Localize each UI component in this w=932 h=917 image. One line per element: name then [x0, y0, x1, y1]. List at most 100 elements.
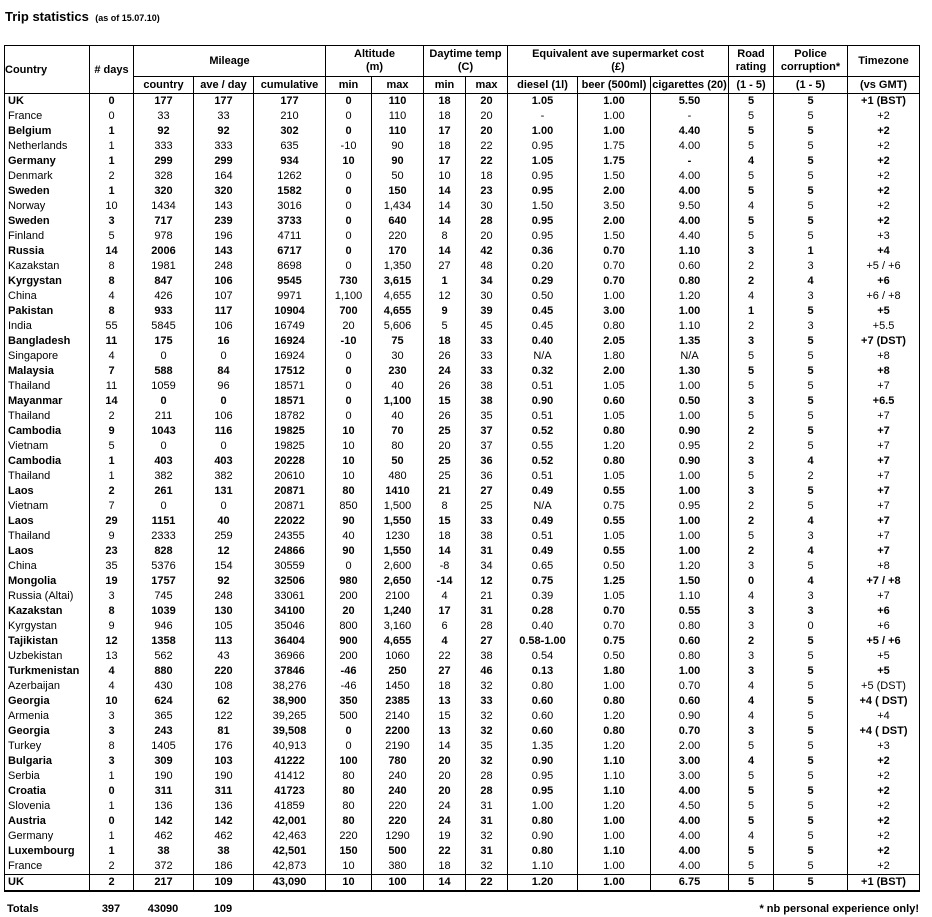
table-cell: 39,265: [253, 709, 326, 724]
table-cell: 2006: [133, 244, 194, 259]
table-cell: 11: [89, 334, 134, 349]
table-cell: 211: [133, 409, 194, 424]
table-cell: 9: [89, 424, 134, 439]
table-cell: 32: [465, 724, 508, 739]
table-cell: 3: [728, 664, 774, 679]
table-cell: 0.95: [507, 139, 578, 154]
table-cell: 1: [89, 124, 134, 139]
table-cell: 9971: [253, 289, 326, 304]
table-cell: 5: [773, 379, 848, 394]
table-cell: 32: [465, 679, 508, 694]
table-cell: 0: [89, 93, 134, 109]
cell-country: UK: [4, 874, 90, 891]
table-cell: 4: [89, 289, 134, 304]
table-cell: 0.95: [507, 184, 578, 199]
table-cell: 50: [371, 454, 424, 469]
table-cell: 31: [465, 814, 508, 829]
table-cell: 3.50: [577, 199, 651, 214]
table-cell: 5: [423, 319, 466, 334]
table-cell: 0.70: [577, 619, 651, 634]
table-cell: 588: [133, 364, 194, 379]
cell-country: Austria: [4, 814, 90, 829]
table-cell: -: [507, 109, 578, 124]
header-mileage: Mileage: [133, 45, 326, 77]
table-cell: 8698: [253, 259, 326, 274]
table-cell: +5: [847, 649, 920, 664]
table-cell: 0.60: [577, 394, 651, 409]
table-cell: 1.00: [507, 124, 578, 139]
table-cell: +7: [847, 499, 920, 514]
table-cell: 5: [773, 829, 848, 844]
table-cell: 220: [371, 229, 424, 244]
table-cell: 1,434: [371, 199, 424, 214]
table-cell: 0: [133, 439, 194, 454]
table-cell: 37846: [253, 664, 326, 679]
table-cell: 143: [193, 199, 254, 214]
table-cell: 90: [371, 154, 424, 169]
table-cell: 21: [423, 484, 466, 499]
table-row: Mongolia 19 1757 92 32506 980 2,650 -14 12 0.75 1.…: [4, 574, 920, 589]
table-cell: 1.05: [507, 154, 578, 169]
table-cell: 3: [728, 724, 774, 739]
table-row: Thailand 2 211 106 18782 0 40 26 35 0.51 1.05 1.00 5…: [4, 409, 920, 424]
table-cell: 196: [193, 229, 254, 244]
table-cell: 33: [465, 349, 508, 364]
table-row: Pakistan 8 933 117 10904 700 4,655 9 39 0.45 3.00 1…: [4, 304, 920, 319]
table-cell: 0: [325, 229, 372, 244]
table-cell: 5376: [133, 559, 194, 574]
table-cell: 33: [465, 334, 508, 349]
table-cell: 5: [728, 739, 774, 754]
table-cell: 1.05: [577, 469, 651, 484]
header-supermarket-cost: Equivalent ave supermarket cost (£): [507, 45, 729, 77]
table-cell: 0: [325, 214, 372, 229]
table-cell: 0: [325, 169, 372, 184]
table-cell: 3: [89, 214, 134, 229]
table-row: India 55 5845 106 16749 20 5,606 5 45 0.45 0.80 1.1…: [4, 319, 920, 334]
table-row: Netherlands 1 333 333 635 -10 90 18 22 0.95 1.75 4.…: [4, 139, 920, 154]
table-cell: 5: [773, 364, 848, 379]
table-cell: 3016: [253, 199, 326, 214]
cell-country: Croatia: [4, 784, 90, 799]
table-cell: 38: [465, 649, 508, 664]
table-cell: 10: [325, 154, 372, 169]
table-cell: 34: [465, 274, 508, 289]
table-cell: 5: [773, 679, 848, 694]
table-cell: 15: [423, 394, 466, 409]
table-cell: 136: [133, 799, 194, 814]
table-cell: 0.95: [507, 769, 578, 784]
table-row: Sweden 1 320 320 1582 0 150 14 23 0.95 2.00 4.00 5 5 +…: [4, 184, 920, 199]
table-cell: 38,276: [253, 679, 326, 694]
table-cell: 5: [773, 739, 848, 754]
table-cell: 177: [253, 93, 326, 109]
table-cell: 40,913: [253, 739, 326, 754]
cell-country: Turkmenistan: [4, 664, 90, 679]
table-cell: 0: [325, 349, 372, 364]
subheader-mileage-ave-day: ave / day: [193, 76, 254, 94]
table-cell: 20: [325, 319, 372, 334]
table-cell: 1.00: [650, 409, 729, 424]
totals-row: Totals 397 43090 109 * nb personal exper…: [4, 902, 919, 917]
table-cell: 0.70: [577, 274, 651, 289]
table-cell: 8: [89, 259, 134, 274]
table-cell: N/A: [507, 499, 578, 514]
table-cell: +6 / +8: [847, 289, 920, 304]
table-cell: 130: [193, 604, 254, 619]
table-cell: 5: [773, 859, 848, 875]
table-cell: 3: [89, 709, 134, 724]
table-cell: 0.90: [507, 829, 578, 844]
totals-days: 397: [101, 903, 121, 915]
table-cell: 33: [193, 109, 254, 124]
table-cell: 0: [89, 784, 134, 799]
table-cell: 2: [728, 544, 774, 559]
table-cell: 80: [325, 784, 372, 799]
table-row: Malaysia 7 588 84 17512 0 230 24 33 0.32 2.00 1.30 5…: [4, 364, 920, 379]
table-cell: 80: [325, 799, 372, 814]
table-cell: 3: [728, 454, 774, 469]
cell-country: Luxembourg: [4, 844, 90, 859]
table-row: Singapore 4 0 0 16924 0 30 26 33 N/A 1.80 N/A 5 5 +8: [4, 349, 920, 364]
cell-country: Uzbekistan: [4, 649, 90, 664]
table-cell: 80: [325, 484, 372, 499]
cell-country: Singapore: [4, 349, 90, 364]
table-cell: 20: [325, 604, 372, 619]
